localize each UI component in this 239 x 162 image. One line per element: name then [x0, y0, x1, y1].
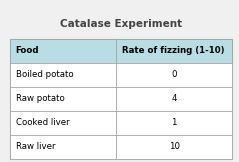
Text: Raw potato: Raw potato — [16, 94, 64, 103]
Text: Cooked liver: Cooked liver — [16, 118, 69, 127]
Text: 0: 0 — [171, 70, 177, 79]
Text: Rate of fizzing (1-10): Rate of fizzing (1-10) — [122, 46, 225, 55]
Bar — [116, 135, 232, 159]
Bar — [10, 39, 116, 63]
Bar — [10, 39, 232, 159]
Text: Raw liver: Raw liver — [16, 142, 55, 151]
Bar — [116, 63, 232, 87]
Text: Food: Food — [16, 46, 39, 55]
Bar — [10, 111, 116, 135]
Text: 1: 1 — [171, 118, 177, 127]
Text: Boiled potato: Boiled potato — [16, 70, 73, 79]
Bar — [116, 87, 232, 111]
Bar — [10, 135, 116, 159]
Text: 10: 10 — [168, 142, 179, 151]
Bar — [10, 87, 116, 111]
Bar — [10, 63, 116, 87]
Text: Catalase Experiment: Catalase Experiment — [60, 19, 182, 29]
Text: 4: 4 — [171, 94, 177, 103]
Bar — [116, 39, 232, 63]
Bar — [116, 111, 232, 135]
